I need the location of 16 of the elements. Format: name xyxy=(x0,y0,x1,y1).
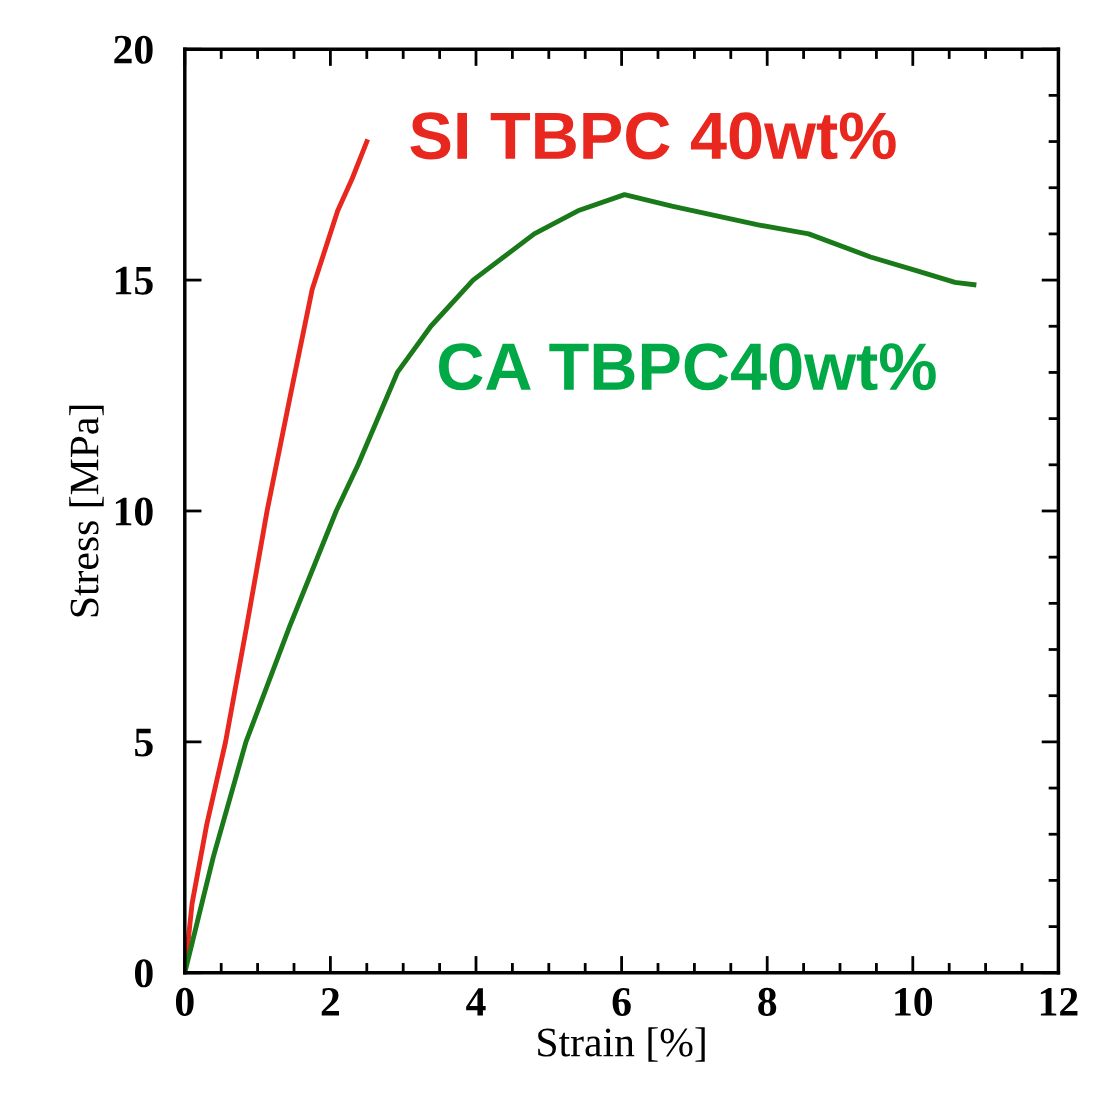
x-axis-title: Strain [%] xyxy=(538,1027,705,1062)
y-axis-title: Stress [MPa] xyxy=(69,405,104,617)
x-tick-label: 4 xyxy=(466,988,486,1016)
y-tick-label: 10 xyxy=(115,497,153,526)
y-tick-label: 0 xyxy=(135,959,153,988)
series-label: CA TBPC40wt% xyxy=(439,343,936,391)
x-tick-label: 0 xyxy=(175,987,194,1016)
y-tick-label: 5 xyxy=(135,728,153,757)
y-tick-label: 15 xyxy=(115,266,153,295)
x-tick-label: 2 xyxy=(321,987,340,1016)
x-tick-label: 6 xyxy=(612,987,631,1016)
x-tick-label: 12 xyxy=(1040,987,1078,1016)
x-tick-label: 10 xyxy=(895,987,933,1016)
series-label: SI TBPC 40wt% xyxy=(410,112,896,160)
x-tick-label: 8 xyxy=(758,987,777,1016)
y-tick-label: 20 xyxy=(114,35,153,64)
